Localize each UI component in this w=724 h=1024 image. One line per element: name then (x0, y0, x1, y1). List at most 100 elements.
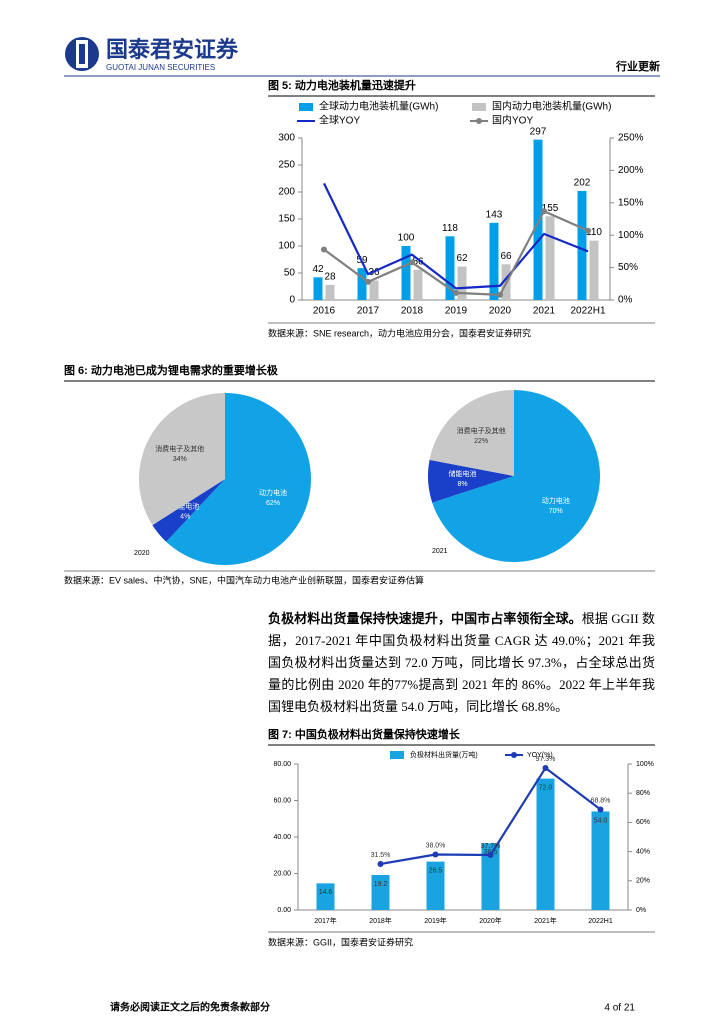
bar (371, 874, 390, 910)
figure-title: 图 5: 动力电池装机量迅速提升 (268, 78, 416, 92)
data-label: 38.0% (426, 842, 446, 849)
x-tick-label: 2018 (401, 306, 424, 317)
pie-slice (139, 393, 225, 526)
y-tick-label: 100 (278, 241, 295, 252)
slice-value: 4% (180, 514, 190, 521)
y-tick-label: 40.00 (273, 834, 291, 841)
data-label: 19.2 (374, 881, 388, 888)
line-marker (542, 764, 549, 771)
legend-swatch (390, 751, 404, 759)
slice-name: 动力电池 (259, 488, 287, 497)
figure-title: 图 6: 动力电池已成为锂电需求的重要增长极 (64, 363, 279, 377)
bar (545, 216, 555, 300)
data-label: 26.5 (429, 867, 443, 874)
data-label: 118 (442, 223, 458, 234)
line-marker (597, 806, 604, 813)
pie-slice (152, 479, 225, 542)
data-label: 56 (412, 256, 424, 267)
y-tick-label: 80.00 (273, 761, 291, 768)
y2-tick-label: 0% (618, 295, 633, 306)
x-tick-label: 2018年 (369, 916, 392, 925)
bar (401, 246, 411, 300)
slice-name: 动力电池 (542, 496, 570, 505)
x-tick-label: 2021 (533, 306, 556, 317)
data-label: 155 (542, 203, 559, 214)
slice-name: 消费电子及其他 (457, 426, 506, 435)
data-label: 37.7% (481, 843, 501, 850)
bar (369, 280, 379, 300)
legend-label: YOY(%) (527, 752, 553, 759)
slice-name: 储能电池 (171, 502, 199, 511)
page-number: 4 of 21 (604, 1003, 635, 1014)
x-tick-label: 2021年 (534, 916, 557, 925)
x-tick-label: 2017年 (314, 916, 337, 925)
bar (357, 268, 367, 300)
data-label: 14.6 (319, 889, 333, 896)
data-label: 72.0 (539, 784, 553, 791)
y2-tick-label: 100% (618, 230, 644, 241)
x-tick-label: 2019年 (424, 916, 447, 925)
y2-tick-label: 40% (636, 848, 650, 855)
data-label: 66 (500, 251, 512, 262)
logo-subtext: GUOTAI JUNAN SECURITIES (106, 63, 215, 72)
line-marker (321, 246, 327, 253)
data-label: 54.0 (594, 817, 608, 824)
legend-swatch (476, 118, 482, 124)
slice-value: 22% (474, 438, 488, 445)
legend-swatch (299, 103, 313, 111)
y2-tick-label: 20% (636, 878, 650, 885)
data-label: 297 (530, 126, 547, 137)
pie-slice (432, 390, 601, 562)
slice-value: 62% (266, 500, 280, 507)
logo-text: 国泰君安证券 (106, 37, 239, 62)
y-tick-label: 300 (278, 133, 295, 144)
bar (413, 269, 423, 300)
line-marker (497, 291, 503, 298)
legend-label: 全球动力电池装机量(GWh) (319, 100, 438, 113)
figure-source: 数据来源：EV sales、中汽协，SNE，中国汽车动力电池产业创新联盟，国泰君… (64, 574, 424, 585)
data-label: 97.3% (536, 756, 556, 763)
paragraph-body: 根据 GGII 数据，2017-2021 年中国负极材料出货量 CAGR 达 4… (268, 611, 655, 714)
line-marker (453, 289, 459, 296)
data-label: 68.8% (591, 797, 611, 804)
pie-slice (166, 393, 311, 566)
line-marker (432, 851, 439, 858)
y-tick-label: 0 (289, 295, 295, 306)
bar (489, 222, 499, 300)
bar (591, 811, 610, 910)
data-label: 28 (324, 272, 336, 283)
data-label: 62 (456, 253, 468, 264)
bar (457, 266, 467, 300)
bar (426, 861, 445, 910)
line-marker (377, 861, 384, 868)
figure-source: 数据来源：GGII，国泰君安证券研究 (268, 936, 413, 947)
data-label: 31.5% (371, 852, 391, 859)
y-tick-label: 60.00 (273, 797, 291, 804)
section-label: 行业更新 (615, 59, 660, 73)
line (323, 182, 589, 290)
figure-source: 数据来源：SNE research，动力电池应用分会，国泰君安证券研究 (268, 327, 531, 338)
x-tick-label: 2020年 (479, 916, 502, 925)
slice-value: 70% (549, 508, 563, 515)
legend-label: 国内动力电池装机量(GWh) (492, 100, 611, 113)
bar (325, 284, 335, 300)
bar (536, 778, 555, 910)
y2-tick-label: 0% (636, 907, 646, 914)
figure-title: 图 7: 中国负极材料出货量保持快速增长 (268, 727, 461, 741)
y-tick-label: 150 (278, 214, 295, 225)
bar (589, 240, 599, 300)
line-marker (409, 259, 415, 266)
y-tick-label: 0.00 (277, 907, 291, 914)
data-label: 100 (398, 233, 415, 244)
bar (577, 190, 587, 300)
slice-value: 8% (457, 481, 467, 488)
bar (481, 843, 500, 910)
line-marker (585, 227, 591, 234)
data-label: 143 (486, 209, 503, 220)
bar (316, 883, 335, 910)
bar (445, 236, 455, 300)
x-tick-label: 2022H1 (588, 918, 613, 925)
slice-value: 34% (173, 456, 187, 463)
